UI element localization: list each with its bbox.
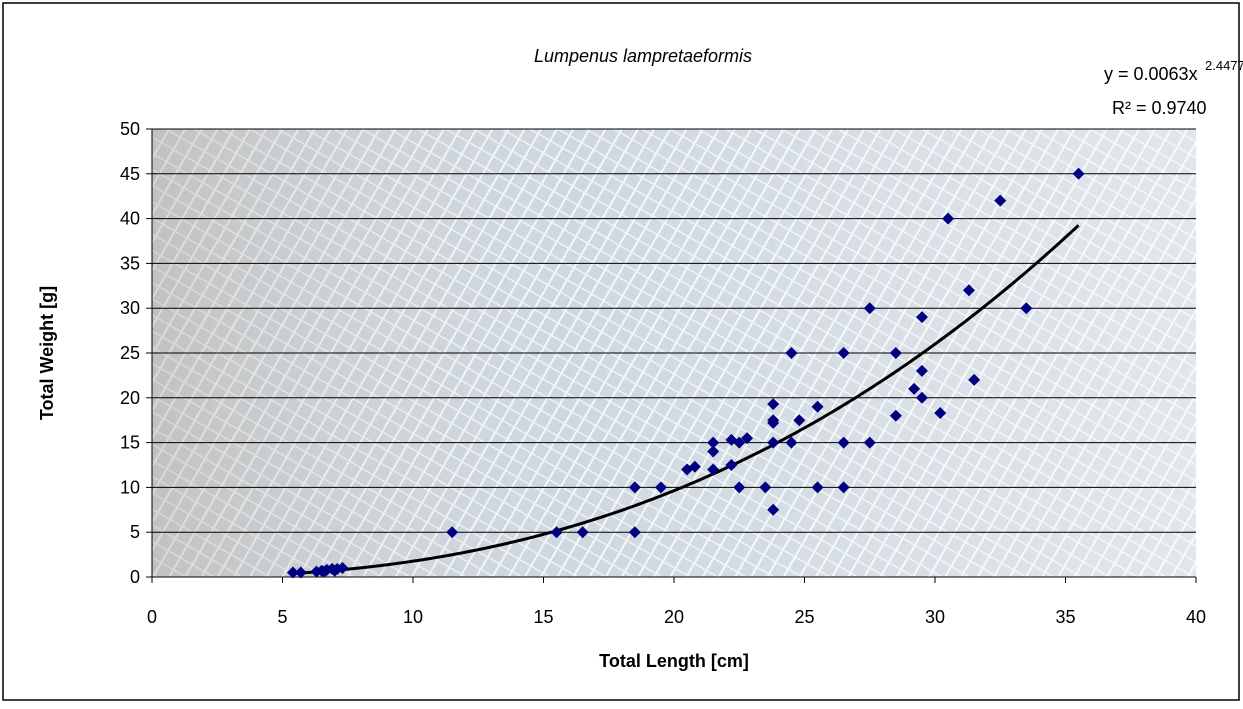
data-point	[785, 347, 798, 359]
y-axis-title: Total Weight [g]	[37, 286, 57, 420]
data-point	[915, 391, 928, 404]
data-point	[628, 481, 641, 494]
data-point	[733, 436, 746, 449]
data-point	[811, 400, 824, 413]
data-point	[294, 566, 307, 579]
x-axis-title: Total Length [cm]	[599, 651, 749, 671]
data-point	[550, 526, 563, 539]
y-tick-label: 10	[120, 477, 140, 497]
x-tick-label: 30	[925, 607, 945, 627]
y-tick-label: 35	[120, 253, 140, 273]
data-point	[759, 481, 772, 494]
chart-title: Lumpenus lampretaeformis	[534, 46, 752, 66]
data-point	[863, 436, 876, 449]
data-point	[934, 407, 947, 420]
data-point	[767, 436, 780, 449]
data-point	[446, 526, 459, 539]
trendline-exponent: 2.4477	[1205, 58, 1243, 73]
data-point	[793, 414, 806, 427]
y-tick-label: 50	[120, 119, 140, 139]
data-point	[837, 436, 850, 449]
data-point	[962, 284, 975, 297]
data-point	[1020, 302, 1033, 315]
data-point	[725, 459, 738, 471]
y-tick-label: 45	[120, 164, 140, 184]
data-point	[767, 398, 780, 411]
data-point	[889, 347, 902, 359]
data-point	[837, 347, 850, 359]
data-point	[741, 432, 754, 445]
data-point	[707, 463, 720, 476]
data-point	[336, 562, 349, 575]
data-point	[942, 212, 955, 225]
data-point	[1072, 167, 1085, 180]
data-point	[707, 445, 720, 458]
y-tick-label: 0	[130, 567, 140, 587]
trendline-r2: R² = 0.9740	[1112, 98, 1207, 118]
y-tick-label: 20	[120, 388, 140, 408]
y-tick-label: 40	[120, 209, 140, 229]
data-point	[915, 311, 928, 324]
y-tick-label: 15	[120, 433, 140, 453]
data-point	[863, 302, 876, 315]
data-point	[968, 373, 981, 386]
x-tick-label: 0	[147, 607, 157, 627]
trendline	[292, 224, 1080, 575]
data-point	[688, 460, 701, 473]
data-point	[286, 566, 299, 579]
data-point	[707, 436, 720, 449]
x-tick-label: 40	[1186, 607, 1206, 627]
data-point	[767, 503, 780, 516]
data-point	[576, 526, 589, 539]
data-point	[628, 526, 641, 539]
data-point	[908, 382, 921, 395]
data-point	[785, 436, 798, 449]
data-point	[654, 481, 667, 494]
x-tick-label: 25	[794, 607, 814, 627]
data-point	[811, 481, 824, 494]
x-tick-label: 15	[533, 607, 553, 627]
x-tick-label: 10	[403, 607, 423, 627]
data-point	[837, 481, 850, 494]
trendline-equation: y = 0.0063x	[1104, 64, 1198, 84]
data-point	[889, 409, 902, 422]
y-tick-label: 30	[120, 298, 140, 318]
y-tick-label: 25	[120, 343, 140, 363]
data-point	[994, 194, 1007, 207]
x-tick-label: 35	[1055, 607, 1075, 627]
data-point	[767, 414, 780, 427]
data-point	[915, 364, 928, 377]
y-tick-label: 5	[130, 522, 140, 542]
x-tick-label: 5	[277, 607, 287, 627]
x-tick-label: 20	[664, 607, 684, 627]
data-point	[733, 481, 746, 494]
